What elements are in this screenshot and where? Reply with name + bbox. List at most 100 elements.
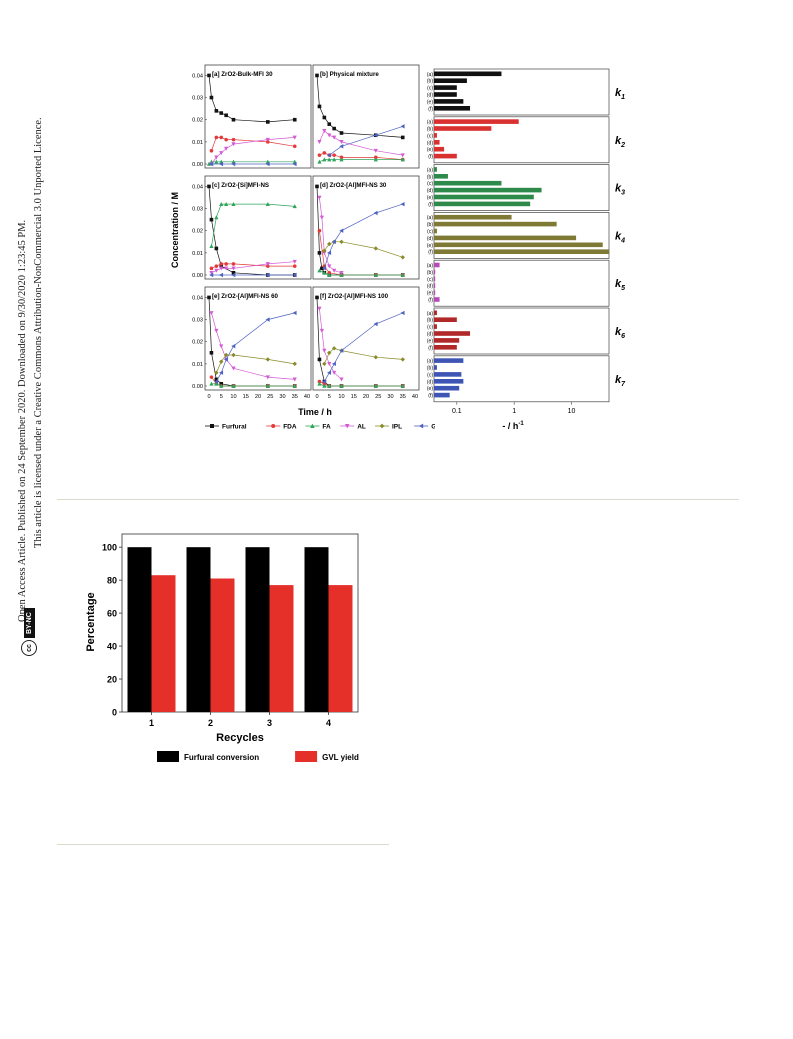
rate-row-label: (f) — [428, 202, 433, 208]
rate-bar — [434, 167, 437, 172]
marker-furfural — [315, 73, 319, 78]
recycle-bar-conversion — [127, 547, 152, 712]
x-tick-label: 15 — [243, 394, 249, 400]
rate-row-label: (b) — [427, 79, 433, 85]
marker-fda — [317, 228, 322, 233]
marker-furfural — [219, 381, 224, 386]
marker-al — [265, 137, 270, 142]
marker-al — [400, 153, 405, 158]
rate-row-label: (a) — [427, 167, 433, 173]
rate-row-label: (e) — [427, 291, 433, 297]
profile-panel: [a] ZrO2-Bulk-MFI 30 0.00 0.01 0.02 0.03 0.04 — [192, 64, 312, 169]
panel-frame — [312, 175, 420, 280]
marker-furfural — [231, 117, 236, 122]
marker-ipl — [373, 355, 378, 360]
marker-fa — [209, 381, 214, 386]
legend-label: Furfural conversion — [184, 753, 259, 762]
x-tick-label: 5 — [328, 394, 331, 400]
marker-furfural — [327, 122, 332, 126]
rate-bar — [434, 146, 445, 152]
marker-gvl — [331, 239, 336, 244]
cc-license-badge[interactable]: cc BY-NC — [21, 608, 37, 656]
y-tick-label: 0.04 — [192, 184, 203, 190]
x-tick-label: 30 — [387, 394, 393, 400]
rate-constant-label: k3 — [615, 183, 625, 197]
series-fit-line-furfural — [316, 75, 403, 138]
rate-row-label: (f) — [428, 154, 433, 160]
rate-x-tick-label: 1 — [512, 408, 516, 415]
recycle-x-tick-label: 2 — [208, 718, 213, 728]
x-tick-label: 40 — [304, 394, 310, 400]
rate-row-label: (a) — [427, 263, 433, 269]
cc-icon: cc — [21, 640, 37, 656]
marker-fa — [327, 383, 332, 388]
series-fit-line-ipl — [323, 348, 403, 365]
marker-gvl — [223, 357, 228, 362]
marker-ipl — [339, 239, 344, 244]
marker-furfural — [320, 266, 324, 271]
marker-gvl — [231, 161, 236, 167]
rate-group-k2: (a)(b)(c)(d)(e)(f) k2 — [427, 116, 625, 164]
marker-furfural — [209, 217, 214, 222]
marker-al — [231, 366, 236, 371]
rate-row-label: (c) — [427, 229, 433, 235]
marker-gvl — [373, 133, 378, 138]
y-tick-label: 0.01 — [192, 140, 203, 146]
marker-al — [317, 140, 322, 145]
marker-al — [373, 148, 378, 153]
marker-al — [214, 268, 219, 273]
marker-fda — [327, 270, 332, 275]
marker-fa — [332, 157, 337, 162]
marker-ipl — [327, 241, 332, 247]
recycle-y-title: Percentage — [85, 592, 97, 651]
rate-row-label: (e) — [427, 99, 433, 105]
legend-label: GVL yield — [322, 753, 359, 762]
marker-gvl — [322, 379, 327, 384]
marker-ipl — [379, 423, 385, 429]
marker-furfural — [332, 126, 336, 131]
legend-label: GVL — [431, 424, 435, 431]
rate-bar — [434, 99, 464, 104]
marker-al — [322, 251, 327, 256]
marker-al — [322, 348, 327, 353]
rate-row-label: (e) — [427, 243, 433, 249]
marker-gvl — [327, 250, 332, 256]
marker-furfural — [231, 270, 236, 275]
rate-row-label: (e) — [427, 195, 433, 201]
series-fit-line-gvl — [215, 312, 295, 382]
rate-bar — [434, 187, 542, 193]
y-tick-label: 0.01 — [192, 251, 203, 257]
marker-fa — [209, 244, 214, 249]
marker-fa — [373, 157, 378, 162]
legend-item-fda: FDA — [266, 424, 297, 431]
marker-gvl — [265, 272, 270, 278]
marker-al — [332, 268, 337, 273]
marker-al — [214, 155, 219, 160]
recycle-legend: Furfural conversion GVL yield — [157, 751, 359, 762]
rate-row-label: (e) — [427, 338, 433, 344]
marker-al — [219, 151, 224, 156]
series-fit-line-gvl — [329, 126, 403, 156]
marker-al — [344, 424, 350, 429]
marker-gvl — [214, 379, 219, 384]
rate-group-frame — [433, 307, 610, 355]
y-tick-label: 0.00 — [192, 162, 203, 168]
series-fit-line-gvl — [323, 312, 403, 382]
profile-panel: [f] ZrO2-[Al]MFI-NS 100 0 5 10 15 20 25 30 35 40 — [312, 286, 420, 400]
rate-bar — [434, 338, 460, 343]
legend-item-al: AL — [340, 424, 366, 431]
marker-fa — [322, 383, 327, 388]
profile-panel: [e] ZrO2-[Al]MFI-NS 60 0.00 0.01 0.02 0.03 0.… — [192, 286, 312, 400]
marker-fa — [400, 383, 405, 388]
marker-furfural — [339, 131, 344, 135]
marker-ipl — [265, 357, 270, 362]
rate-constant-label: k1 — [615, 87, 625, 101]
rate-row-label: (b) — [427, 366, 433, 372]
marker-furfural — [317, 251, 322, 255]
rate-bar — [434, 126, 492, 131]
marker-gvl — [292, 310, 297, 316]
marker-gvl — [231, 272, 236, 278]
x-tick-label: 20 — [255, 394, 261, 400]
marker-furfural — [266, 120, 270, 124]
marker-fda — [209, 266, 214, 271]
